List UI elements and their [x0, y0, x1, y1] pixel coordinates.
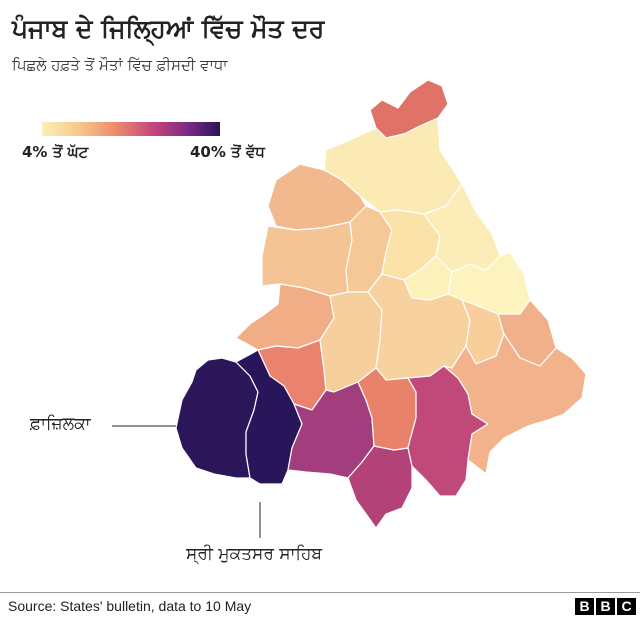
district-muktsar [235, 349, 303, 485]
muktsar-callout-label: ਸ੍ਰੀ ਮੁਕਤਸਰ ਸਾਹਿਬ [186, 544, 323, 564]
fazilka-callout-label: ਫ਼ਾਜ਼ਿਲਕਾ [30, 414, 91, 434]
district-patiala [443, 333, 587, 475]
punjab-district-map [112, 79, 587, 538]
source-note: Source: States' bulletin, data to 10 May [8, 598, 252, 614]
page-subtitle: ਪਿਛਲੇ ਹਫ਼ਤੇ ਤੋਂ ਮੌਤਾਂ ਵਿੱਚ ਫ਼ੀਸਦੀ ਵਾਧਾ [12, 56, 228, 74]
legend-min-label: 4% ਤੋਂ ਘੱਟ [22, 143, 89, 161]
bbc-logo-letter: B [575, 598, 594, 615]
legend-max-label: 40% ਤੋਂ ਵੱਧ [190, 143, 265, 161]
page-title: ਪੰਜਾਬ ਦੇ ਜਿਲ੍ਹਿਆਂ ਵਿੱਚ ਮੌਤ ਦਰ [12, 14, 325, 43]
bbc-logo: B B C [575, 598, 636, 615]
district-fazilka [175, 357, 259, 479]
bbc-logo-letter: C [617, 598, 636, 615]
bbc-logo-letter: B [596, 598, 615, 615]
legend-color-scale [42, 122, 220, 136]
footer-divider [0, 592, 640, 593]
district-tarn-taran [261, 221, 353, 297]
